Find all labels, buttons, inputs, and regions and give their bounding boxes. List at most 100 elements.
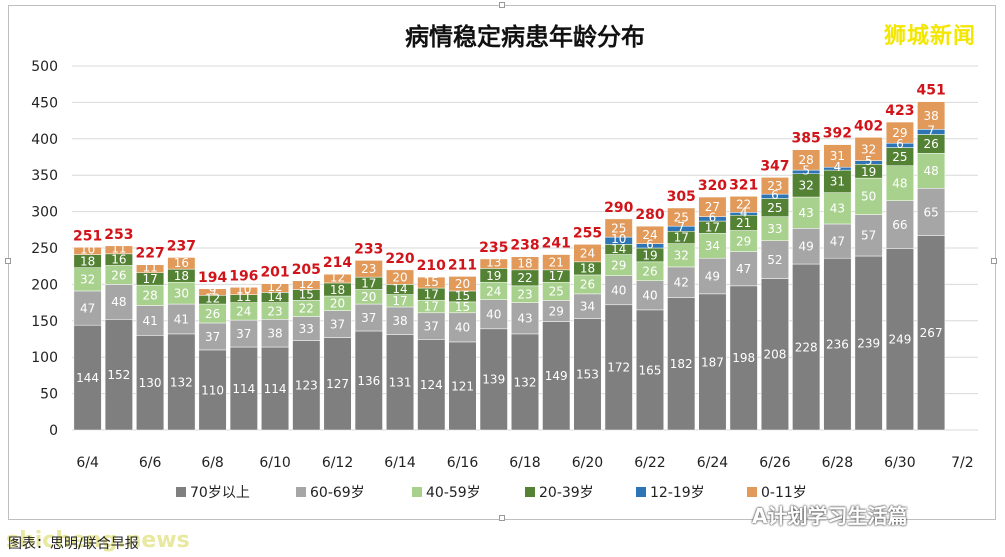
bar-segment	[167, 303, 196, 335]
bar-segment	[885, 165, 914, 201]
bar-value-label: 47	[80, 301, 95, 315]
bar-value-label: 32	[799, 179, 814, 193]
bar-value-label: 31	[830, 175, 845, 189]
y-tick-label: 500	[31, 59, 58, 75]
bar-value-label: 267	[920, 326, 943, 340]
bar-value-label: 18	[80, 254, 95, 268]
bar-total-label: 451	[917, 83, 946, 99]
resize-handle-top[interactable]	[499, 2, 505, 8]
x-tick-label: 6/24	[697, 455, 729, 471]
bar-value-label: 37	[361, 311, 376, 325]
bar-value-label: 14	[392, 282, 407, 296]
y-tick-label: 0	[49, 423, 58, 439]
legend-swatch	[412, 487, 422, 497]
bar-segment	[854, 255, 883, 431]
y-tick-label: 450	[31, 95, 58, 111]
legend-label: 20-39岁	[539, 485, 594, 501]
bar-value-label: 34	[580, 300, 595, 314]
bar-segment	[667, 266, 696, 298]
bar-segment	[292, 340, 321, 431]
bar-value-label: 10	[611, 232, 626, 246]
bar-value-label: 23	[361, 262, 376, 276]
bar-value-label: 228	[795, 340, 818, 354]
bar-value-label: 12	[299, 277, 314, 291]
bar-value-label: 7	[677, 220, 685, 234]
bar-segment	[73, 324, 102, 431]
bar-total-label: 305	[667, 189, 696, 205]
bar-value-label: 25	[892, 150, 907, 164]
bar-value-label: 37	[424, 320, 439, 334]
bar-value-label: 17	[142, 272, 157, 286]
bar-total-label: 241	[542, 236, 571, 252]
bar-value-label: 19	[642, 249, 657, 263]
bar-value-label: 4	[834, 160, 842, 174]
legend-swatch	[636, 487, 646, 497]
y-tick-label: 300	[31, 205, 58, 221]
bar-value-label: 12	[330, 270, 345, 284]
bar-value-label: 25	[767, 201, 782, 215]
bar-value-label: 14	[267, 290, 282, 304]
bar-segment	[698, 257, 727, 295]
bar-value-label: 48	[923, 164, 938, 178]
bar-value-label: 52	[767, 253, 782, 267]
brand-logo-text: 狮城新闻	[884, 23, 977, 49]
bar-segment	[760, 240, 789, 279]
bar-segment	[479, 328, 508, 431]
bar-segment	[917, 101, 946, 130]
bar-value-label: 127	[326, 377, 349, 391]
bar-value-label: 19	[861, 165, 876, 179]
bar-segment	[198, 288, 227, 296]
bar-total-label: 196	[229, 268, 258, 284]
bar-value-label: 13	[486, 256, 501, 270]
legend-swatch	[296, 487, 306, 497]
bar-total-label: 392	[823, 126, 852, 142]
bar-value-label: 26	[111, 268, 126, 282]
bar-segment	[448, 312, 477, 343]
x-tick-label: 6/22	[634, 455, 665, 471]
bar-segment	[104, 245, 133, 255]
bar-segment	[261, 346, 290, 431]
bar-value-label: 17	[424, 300, 439, 314]
bar-value-label: 114	[264, 382, 287, 396]
bar-value-label: 40	[455, 321, 470, 335]
bar-value-label: 198	[732, 351, 755, 365]
bar-segment	[823, 192, 852, 225]
bar-segment	[635, 280, 664, 311]
bar-segment	[917, 235, 946, 431]
bar-segment	[542, 321, 571, 431]
x-tick-label: 6/30	[884, 455, 915, 471]
bar-segment	[885, 121, 914, 144]
legend-label: 70岁以上	[190, 485, 250, 501]
bar-value-label: 7	[927, 123, 935, 137]
bar-value-label: 47	[830, 234, 845, 248]
x-axis-ticks: 6/4 6/6 6/8 6/10 6/12 6/14 6/16 6/18 6/20 6/22 6/2…	[76, 455, 973, 471]
watermark: shicheng.news	[6, 528, 190, 553]
bar-segment	[354, 260, 383, 278]
bar-total-label: 210	[417, 258, 446, 274]
resize-handle-left[interactable]	[5, 258, 11, 264]
bar-segment	[667, 207, 696, 227]
bar-value-label: 236	[826, 337, 849, 351]
y-tick-label: 200	[31, 277, 58, 293]
bar-value-label: 18	[517, 257, 532, 271]
resize-handle-bottom[interactable]	[499, 515, 505, 521]
legend-swatch	[525, 487, 535, 497]
bar-segment	[292, 280, 321, 290]
bar-total-label: 233	[354, 241, 383, 257]
bar-segment	[229, 319, 258, 348]
bar-value-label: 153	[576, 368, 599, 382]
bar-value-label: 32	[80, 273, 95, 287]
bar-value-label: 17	[674, 231, 689, 245]
legend: 70岁以上 60-69岁 40-59岁 20-39岁 12-19岁 0-11岁	[176, 485, 807, 501]
bar-value-label: 15	[424, 275, 439, 289]
bar-value-label: 14	[611, 242, 626, 256]
bar-value-label: 41	[142, 314, 157, 328]
resize-handle-right[interactable]	[991, 258, 997, 264]
y-tick-label: 400	[31, 132, 58, 148]
bar-total-label: 320	[698, 178, 727, 194]
bar-value-label: 48	[892, 177, 907, 191]
bar-value-label: 38	[267, 326, 282, 340]
bar-value-label: 15	[455, 289, 470, 303]
bar-value-label: 38	[923, 109, 938, 123]
